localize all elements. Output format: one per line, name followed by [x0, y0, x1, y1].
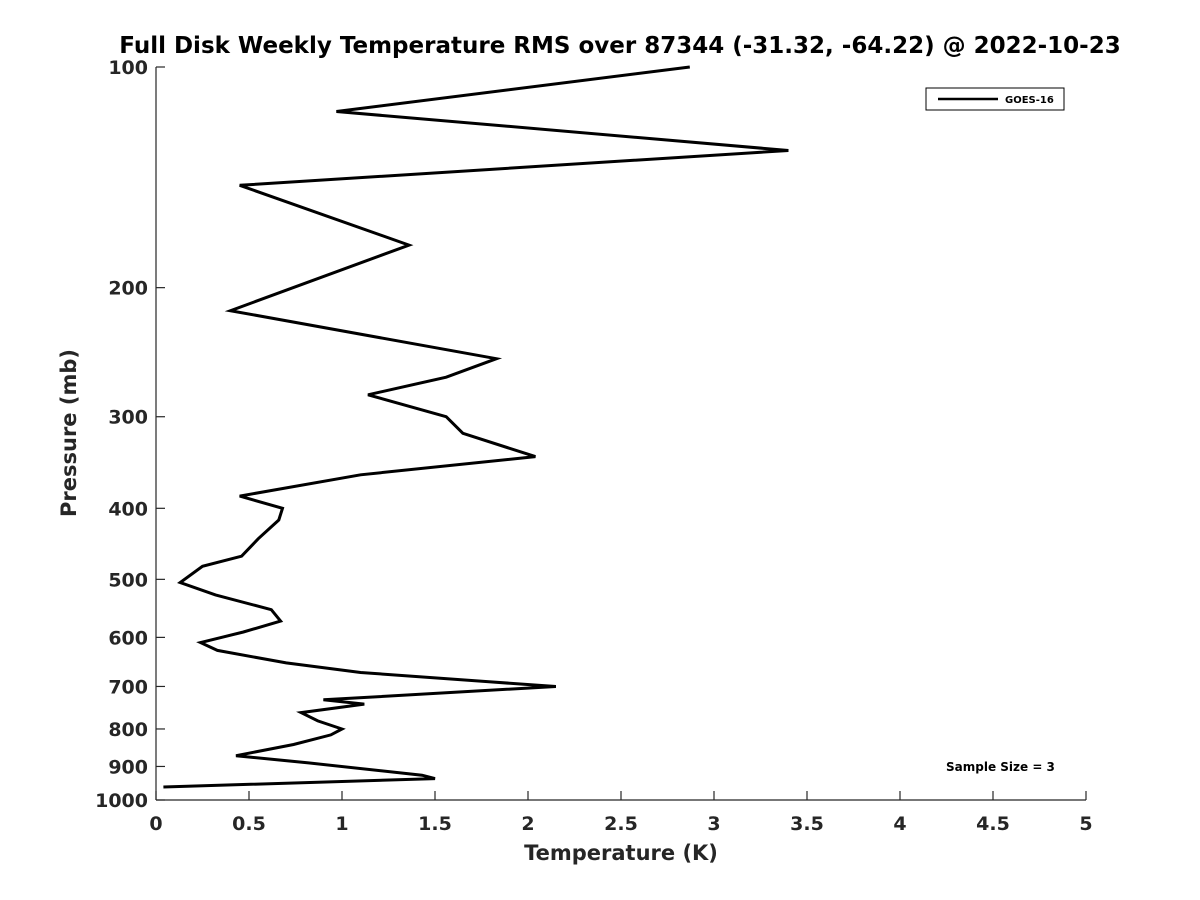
y-tick-label: 900	[108, 756, 148, 778]
x-tick-label: 2.5	[604, 813, 638, 835]
x-tick-label: 3.5	[790, 813, 824, 835]
sample-size-annotation: Sample Size = 3	[946, 760, 1055, 774]
y-tick-label: 100	[108, 57, 148, 79]
x-tick-label: 0.5	[232, 813, 266, 835]
x-ticks: 0 0.5 1 1.5 2 2.5 3 3.5 4 4.5 5	[149, 791, 1093, 835]
x-tick-label: 4.5	[976, 813, 1010, 835]
x-tick-label: 3	[707, 813, 720, 835]
x-tick-label: 2	[521, 813, 534, 835]
y-tick-label: 300	[108, 407, 148, 429]
y-tick-label: 500	[108, 569, 148, 591]
legend-label-goes-16: GOES-16	[1005, 95, 1054, 106]
series-group	[163, 65, 789, 789]
y-tick-label: 600	[108, 627, 148, 649]
y-tick-label: 1000	[95, 790, 148, 812]
chart-title: Full Disk Weekly Temperature RMS over 87…	[119, 33, 1121, 59]
y-ticks: 100 200 300 400 500 600 700 800 900 1000	[95, 57, 165, 812]
x-axis-label: Temperature (K)	[524, 841, 718, 865]
y-tick-label: 400	[108, 498, 148, 520]
y-tick-label: 700	[108, 676, 148, 698]
x-tick-label: 1	[335, 813, 348, 835]
x-tick-label: 5	[1079, 813, 1092, 835]
y-tick-label: 200	[108, 278, 148, 300]
legend: GOES-16	[925, 87, 1065, 111]
series-line-goes-16	[163, 65, 789, 789]
x-tick-label: 4	[893, 813, 906, 835]
axes	[155, 67, 1086, 801]
x-tick-label: 1.5	[418, 813, 452, 835]
x-tick-label: 0	[149, 813, 162, 835]
y-axis-label: Pressure (mb)	[57, 349, 81, 517]
y-tick-label: 800	[108, 719, 148, 741]
